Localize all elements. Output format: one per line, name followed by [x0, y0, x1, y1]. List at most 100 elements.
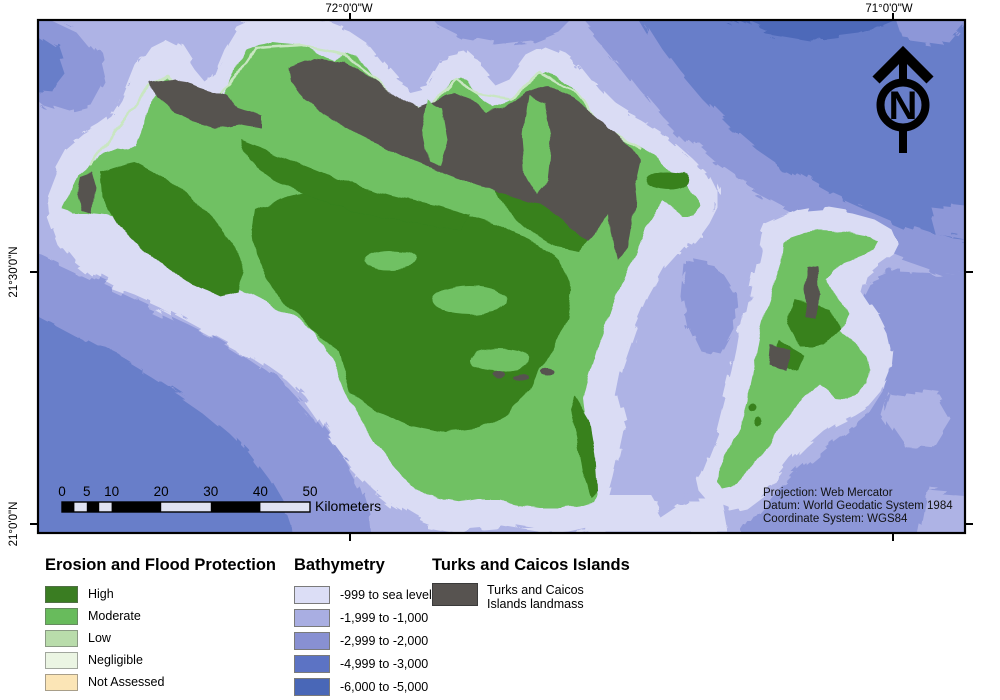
bathymetry-band-3-se	[745, 270, 965, 533]
legend-item: -2,999 to -2,000	[294, 629, 432, 652]
bathymetry-band-2-patch-a	[882, 390, 952, 446]
legend-item: -1,999 to -1,000	[294, 606, 432, 629]
graticule-label-2130n: 21°30'0"N	[8, 246, 20, 297]
legend-item-label: Negligible	[88, 653, 143, 667]
graticule-label-71w: 71°0'0"W	[865, 3, 912, 15]
legend-landmass-title: Turks and Caicos Islands	[432, 556, 630, 574]
legend-item-label: High	[88, 587, 114, 601]
bathymetry-band-1-gap	[586, 500, 726, 533]
graticule-ticks	[30, 13, 973, 541]
scale-bar: 0 5 10 20 30 40 50 Kilometers	[58, 484, 381, 514]
bathymetry-band-3-patch-a	[898, 20, 965, 44]
scale-tick-20: 20	[154, 484, 169, 499]
credit-coordinate-system: Coordinate System: WGS84	[763, 513, 908, 525]
legend-item-label: Not Assessed	[88, 675, 165, 689]
swatch-bathy-5	[294, 677, 330, 696]
island-providenciales	[150, 78, 262, 128]
swatch-bathy-3	[294, 631, 330, 650]
scale-tick-50: 50	[302, 484, 317, 499]
scale-tick-30: 30	[203, 484, 218, 499]
island-grand-turk	[803, 266, 819, 318]
scale-tick-5: 5	[83, 484, 91, 499]
island-south-cay-1	[492, 370, 506, 378]
bathymetry-band-3-patch-b	[930, 206, 965, 242]
green-channel-2	[522, 95, 552, 195]
bathymetry-band-5-right	[968, 40, 1000, 150]
scale-bar-seg	[86, 502, 100, 512]
bathymetry-band-3-topmid	[430, 20, 570, 46]
scale-tick-40: 40	[253, 484, 268, 499]
legend-landmass: Turks and Caicos Islands Turks and Caico…	[432, 556, 630, 611]
island-north-middle-east-caicos	[288, 58, 640, 242]
legend-bathymetry-title: Bathymetry	[294, 556, 385, 574]
north-arrow: N	[872, 45, 934, 153]
moderate-hole-3	[470, 349, 530, 371]
island-south-cay-2	[512, 374, 528, 382]
swatch-negligible	[45, 651, 78, 669]
scale-bar-seg	[111, 502, 162, 512]
landmass-label-line2: Islands landmass	[487, 597, 584, 611]
legend-item-label: Turks and Caicos Islands landmass	[487, 583, 584, 611]
swatch-bathy-2	[294, 608, 330, 627]
legend-item-label: Low	[88, 631, 111, 645]
island-west-caicos	[77, 172, 96, 212]
legend-item-label: -6,000 to -5,000	[340, 679, 429, 694]
high-area-west	[100, 162, 245, 296]
legend-item: Low	[45, 627, 276, 649]
moderate-hole-2	[364, 250, 416, 270]
green-channels	[422, 95, 552, 195]
scale-bar-unit: Kilometers	[315, 498, 381, 514]
north-arrow-circle	[876, 78, 930, 132]
scale-bar-seg	[210, 502, 261, 512]
high-area-tail	[646, 171, 690, 189]
graticule-label-72w: 72°0'0"W	[325, 3, 372, 15]
legend-item-label: -999 to sea level	[340, 587, 432, 602]
high-area-turks-1	[788, 300, 840, 345]
legend-item: Moderate	[45, 605, 276, 627]
swatch-landmass	[432, 583, 478, 606]
scale-bar-seg	[62, 502, 75, 512]
north-arrow-letter: N	[889, 84, 918, 128]
legend-item-label: -2,999 to -2,000	[340, 633, 429, 648]
map-interior: Projection: Web Mercator Datum: World Ge…	[38, 20, 1000, 533]
legend-item: -4,999 to -3,000	[294, 652, 432, 675]
legend-item-label: -1,999 to -1,000	[340, 610, 429, 625]
landmass-label-line1: Turks and Caicos	[487, 583, 584, 597]
credit-projection: Projection: Web Mercator	[763, 487, 893, 499]
high-dot-2	[754, 418, 762, 426]
swatch-moderate	[45, 607, 78, 625]
bathymetry-band-3-nw	[38, 20, 104, 112]
graticule-label-2100n: 21°0'0"N	[8, 502, 20, 547]
legend-item-label: Moderate	[88, 609, 141, 623]
swatch-bathy-1	[294, 585, 330, 604]
credit-datum: Datum: World Geodatic System 1984	[763, 500, 953, 512]
bank-layer	[62, 42, 879, 508]
map-credits: Projection: Web Mercator Datum: World Ge…	[763, 487, 953, 525]
legend-item: Turks and Caicos Islands landmass	[432, 583, 630, 611]
moderate-hole-1	[432, 286, 508, 314]
scale-tick-0: 0	[58, 484, 66, 499]
scale-tick-10: 10	[104, 484, 119, 499]
legend-item: Negligible	[45, 649, 276, 671]
legend-erosion: Erosion and Flood Protection High Modera…	[45, 556, 276, 693]
bathymetry-band-5-top	[736, 20, 894, 40]
bathymetry-band-4-nw	[38, 35, 66, 90]
bathymetry-band-3-channel-core	[682, 262, 735, 355]
landmass-islands	[77, 58, 819, 382]
high-dot-1	[748, 404, 756, 412]
swatch-not-assessed	[45, 673, 78, 691]
legend-bathymetry: Bathymetry -999 to sea level -1,999 to -…	[294, 556, 432, 698]
green-channel-1	[422, 100, 448, 165]
high-area-east-fringe	[570, 395, 598, 498]
island-east-strip	[608, 160, 636, 260]
swatch-bathy-4	[294, 654, 330, 673]
high-area-north-strip	[240, 140, 470, 230]
legend-item: -6,000 to -5,000	[294, 675, 432, 698]
map-frame	[36, 18, 967, 535]
moderate-holes	[364, 250, 530, 371]
swatch-low	[45, 629, 78, 647]
north-arrow-head	[872, 45, 934, 84]
legend-item: -999 to sea level	[294, 583, 432, 606]
legend-erosion-title: Erosion and Flood Protection	[45, 556, 276, 574]
